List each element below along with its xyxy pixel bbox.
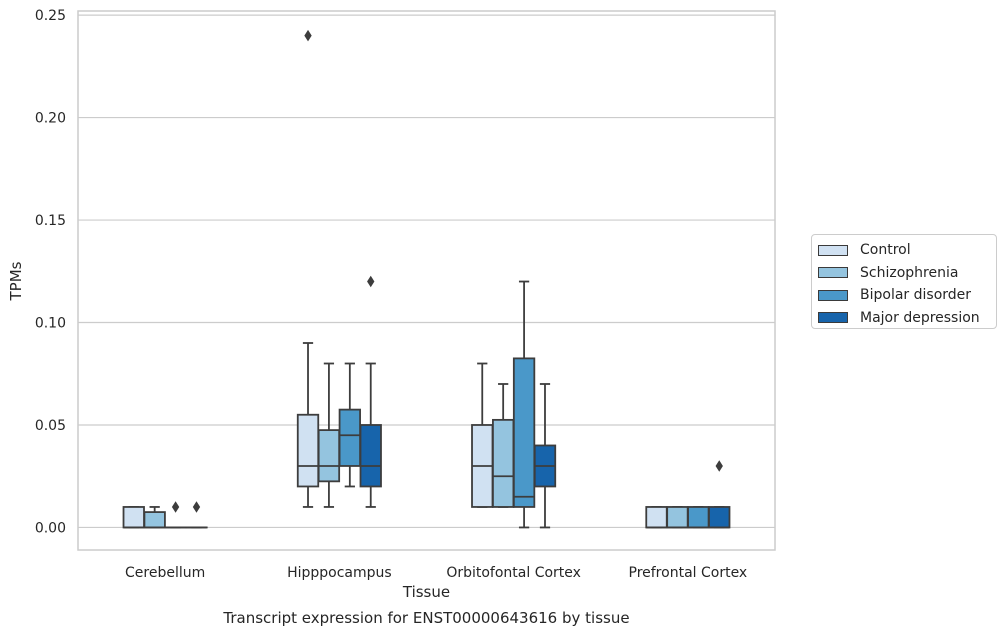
outlier-major-depression-hipppocampus-0 <box>367 275 375 288</box>
box-schizophrenia-hipppocampus <box>317 429 341 483</box>
box-group-bipolar-disorder-orbitofontal-cortex <box>512 280 536 529</box>
legend-swatch-schizophrenia <box>818 267 848 279</box>
box-schizophrenia-orbitofontal-cortex <box>492 418 515 508</box>
y-tick-labels: 0.00 0.05 0.10 0.15 0.20 0.25 <box>35 8 66 536</box>
boxes-layer <box>122 29 731 529</box>
outlier-bipolar-disorder-cerebellum-0 <box>171 501 180 513</box>
legend: Control Schizophrenia Bipolar disorder M… <box>811 234 997 329</box>
legend-swatch-bipolar-disorder <box>818 289 848 301</box>
legend-label-control: Control <box>860 242 911 259</box>
legend-swatch-control <box>818 244 848 256</box>
y-axis-label: TPMs <box>7 261 25 301</box>
outlier-control-hipppocampus-0 <box>304 29 312 42</box>
box-group-control-hipppocampus <box>296 29 320 508</box>
box-group-control-prefrontal-cortex <box>645 506 668 529</box>
legend-item-major-depression: Major depression <box>818 307 996 330</box>
box-group-major-depression-prefrontal-cortex <box>708 460 731 529</box>
box-group-schizophrenia-hipppocampus <box>317 362 341 508</box>
legend-item-control: Control <box>818 239 996 262</box>
y-tick-label-0-00: 0.00 <box>35 520 66 536</box>
legend-label-major-depression: Major depression <box>860 309 980 326</box>
plot-frame <box>77 10 776 551</box>
box-major-depression-hipppocampus <box>359 424 382 488</box>
box-group-schizophrenia-cerebellum <box>143 506 166 529</box>
box-control-prefrontal-cortex <box>645 506 668 529</box>
box-group-schizophrenia-prefrontal-cortex <box>666 506 689 529</box>
y-tick-label-0-20: 0.20 <box>35 111 66 127</box>
plot-area <box>78 11 775 550</box>
box-control-cerebellum <box>122 506 145 529</box>
legend-swatch-major-depression <box>818 312 848 324</box>
y-tick-label-0-05: 0.05 <box>35 418 66 434</box>
outlier-major-depression-prefrontal-cortex-0 <box>715 460 723 472</box>
box-schizophrenia-prefrontal-cortex <box>666 506 689 529</box>
box-group-major-depression-cerebellum <box>185 501 208 529</box>
outlier-major-depression-cerebellum-0 <box>192 501 201 513</box>
legend-label-schizophrenia: Schizophrenia <box>860 264 959 281</box>
x-tick-label-orbitofontal-cortex: Orbitofontal Cortex <box>446 565 581 581</box>
box-bipolar-disorder-hipppocampus <box>338 408 361 467</box>
box-control-hipppocampus <box>296 413 320 488</box>
y-tick-label-0-15: 0.15 <box>35 213 66 229</box>
box-major-depression-prefrontal-cortex <box>708 506 731 529</box>
box-group-major-depression-hipppocampus <box>359 275 382 508</box>
x-tick-label-hipppocampus: Hipppocampus <box>287 565 392 581</box>
box-bipolar-disorder-orbitofontal-cortex <box>512 357 536 508</box>
y-tick-label-0-25: 0.25 <box>35 8 66 24</box>
box-bipolar-disorder-prefrontal-cortex <box>687 506 710 529</box>
box-group-major-depression-orbitofontal-cortex <box>533 383 557 529</box>
box-group-bipolar-disorder-hipppocampus <box>338 362 361 488</box>
x-tick-label-cerebellum: Cerebellum <box>125 565 205 581</box>
chart-title: Transcript expression for ENST0000064361… <box>222 609 629 627</box>
legend-item-schizophrenia: Schizophrenia <box>818 262 996 285</box>
legend-item-bipolar-disorder: Bipolar disorder <box>818 284 996 307</box>
box-group-bipolar-disorder-prefrontal-cortex <box>687 506 710 529</box>
legend-label-bipolar-disorder: Bipolar disorder <box>860 287 972 304</box>
y-tick-label-0-10: 0.10 <box>35 316 66 332</box>
box-group-control-cerebellum <box>122 506 145 529</box>
x-tick-label-prefrontal-cortex: Prefrontal Cortex <box>629 565 748 581</box>
x-axis-label: Tissue <box>402 583 450 601</box>
x-tick-labels: Cerebellum Hipppocampus Orbitofontal Corte… <box>125 565 747 581</box>
box-schizophrenia-cerebellum <box>143 511 166 529</box>
